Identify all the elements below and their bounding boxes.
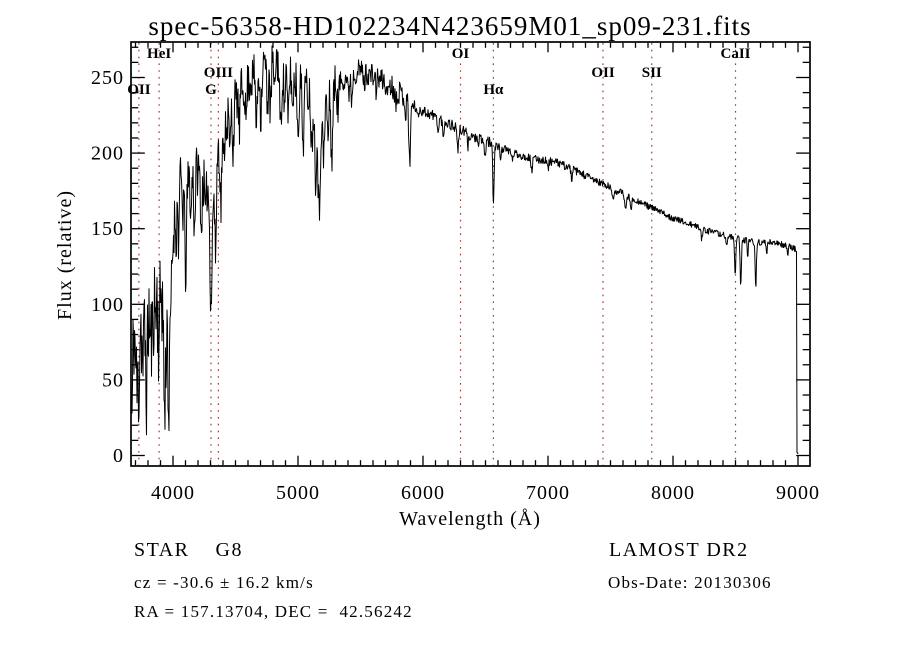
marker-label: OII (127, 82, 151, 98)
x-tick-label: 7000 (526, 482, 570, 504)
ra-dec-text: RA = 157.13704, DEC = 42.56242 (134, 602, 413, 621)
y-tick-label: 200 (91, 143, 124, 165)
y-tick-label: 150 (91, 218, 124, 240)
marker-label: HeI (147, 46, 171, 62)
y-tick-label: 100 (91, 294, 124, 316)
y-tick-label: 0 (113, 445, 124, 467)
marker-label: SII (642, 65, 662, 81)
spectrum-line (130, 45, 799, 455)
y-axis-label: Flux (relative) (54, 190, 76, 320)
obs-date-text: Obs-Date: 20130306 (608, 573, 772, 592)
marker-label: OII (591, 65, 615, 81)
x-tick-label: 5000 (276, 482, 320, 504)
x-axis-label: Wavelength (Å) (399, 508, 541, 530)
x-tick-label: 4000 (151, 482, 195, 504)
x-tick-label: 6000 (401, 482, 445, 504)
y-tick-label: 50 (102, 369, 124, 391)
x-tick-label: 9000 (776, 482, 820, 504)
x-tick-label: 8000 (651, 482, 695, 504)
radial-velocity-text: cz = -30.6 ± 16.2 km/s (134, 573, 314, 592)
marker-label: Hα (483, 82, 504, 98)
marker-label: G (205, 82, 217, 98)
marker-label: OIII (204, 65, 233, 81)
object-class-text: STAR G8 (134, 539, 243, 561)
marker-label: CaII (720, 46, 750, 62)
plot-title: spec-56358-HD102234N423659M01_sp09-231.f… (148, 11, 752, 41)
survey-release-text: LAMOST DR2 (609, 539, 749, 561)
y-tick-label: 250 (91, 67, 124, 89)
axis-ticks (131, 42, 810, 466)
axis-frame (130, 41, 811, 467)
marker-label: OI (452, 46, 470, 62)
